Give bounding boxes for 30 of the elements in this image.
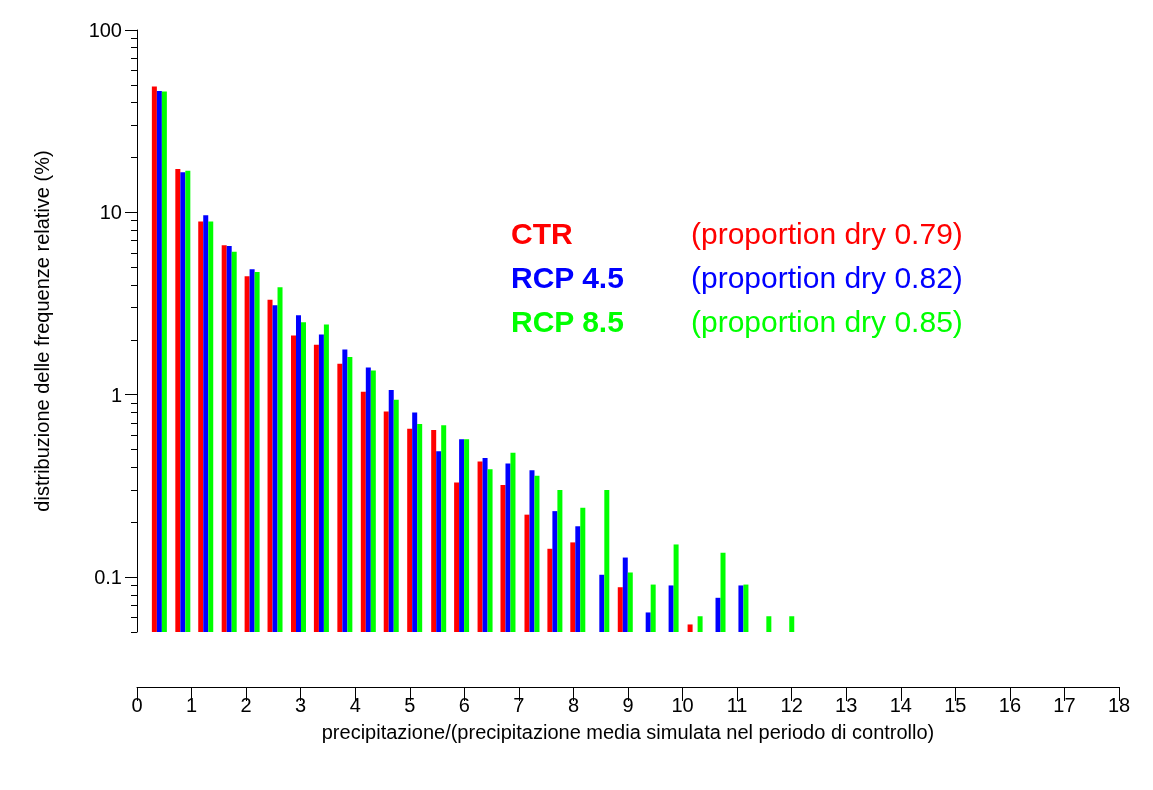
x-tick-label: 6: [458, 694, 470, 716]
x-tick-label: 17: [1053, 694, 1076, 716]
text: RCP 8.5: [511, 304, 624, 338]
x-tick-label: 4: [349, 694, 361, 716]
x-tick-label: 12: [780, 694, 803, 716]
text: RCP 4.5: [511, 260, 624, 294]
x-tick-label: 3: [295, 694, 307, 716]
x-tick-label: 13: [835, 694, 858, 716]
y-tick-label: 100: [88, 19, 122, 41]
x-tick-label: 7: [513, 694, 525, 716]
y-axis-title: distribuzione delle frequenze relative (%): [31, 150, 53, 512]
x-tick-label: 0: [131, 694, 143, 716]
x-tick-label: 18: [1107, 694, 1131, 716]
x-tick-label: 9: [622, 694, 634, 716]
x-tick-label: 16: [998, 694, 1022, 716]
annotation: (proportion dry 0.82): [691, 260, 963, 294]
x-tick-label: 14: [889, 694, 912, 716]
x-tick-label: 5: [404, 694, 416, 716]
y-tick-label: 1: [110, 383, 122, 406]
y-tick-label: 0.1: [94, 566, 122, 589]
annotation: (proportion dry 0.85): [691, 304, 963, 338]
x-tick-label: 15: [944, 694, 967, 716]
x-tick-label: 2: [240, 694, 252, 716]
y-tick-label: 10: [99, 201, 122, 224]
text: CTR: [511, 216, 573, 250]
x-axis-title: precipitazione/(precipitazione media simulata nel periodo di controllo): [321, 721, 935, 743]
x-tick-label: 10: [671, 694, 694, 716]
x-tick-label: 8: [567, 694, 580, 716]
x-tick-label: 11: [726, 694, 748, 716]
annotation: (proportion dry 0.79): [691, 216, 963, 250]
